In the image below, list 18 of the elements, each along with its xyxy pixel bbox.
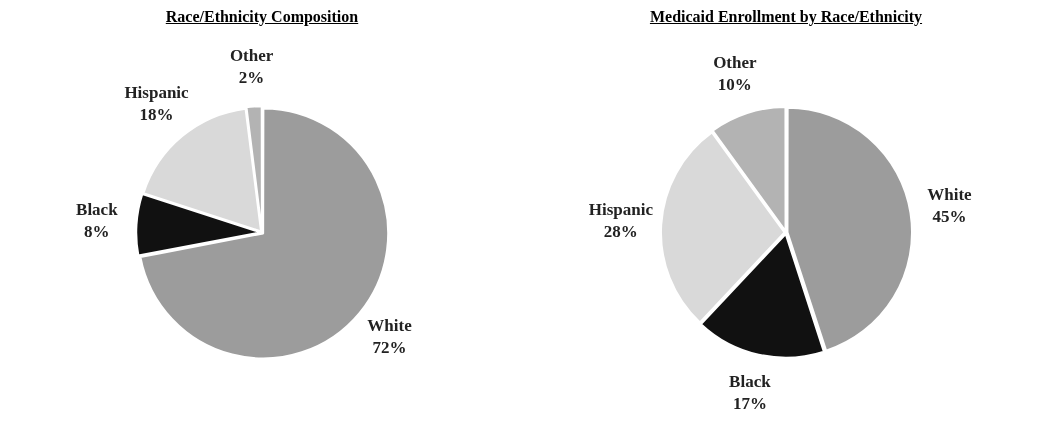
slice-label: White bbox=[927, 185, 973, 204]
slice-label: Hispanic bbox=[124, 83, 190, 103]
data-label: 8% bbox=[84, 222, 110, 242]
data-label: 2% bbox=[238, 67, 265, 87]
slice-label: Black bbox=[729, 372, 772, 392]
data-label: 18% bbox=[139, 105, 174, 125]
data-label: 45% bbox=[932, 207, 967, 226]
slice-label: White bbox=[367, 316, 413, 336]
chart-title: Race/Ethnicity Composition bbox=[164, 8, 360, 28]
chart-title: Medicaid Enrollment by Race/Ethnicity bbox=[648, 8, 924, 28]
data-label: 72% bbox=[372, 338, 407, 358]
data-label: 17% bbox=[732, 394, 767, 414]
data-label: 10% bbox=[717, 75, 752, 95]
slice-label: Other bbox=[713, 53, 758, 73]
slice-label: Black bbox=[76, 200, 119, 220]
slice-label: Hispanic bbox=[588, 200, 654, 220]
slice-label: Other bbox=[229, 45, 274, 65]
data-label: 28% bbox=[603, 222, 638, 242]
